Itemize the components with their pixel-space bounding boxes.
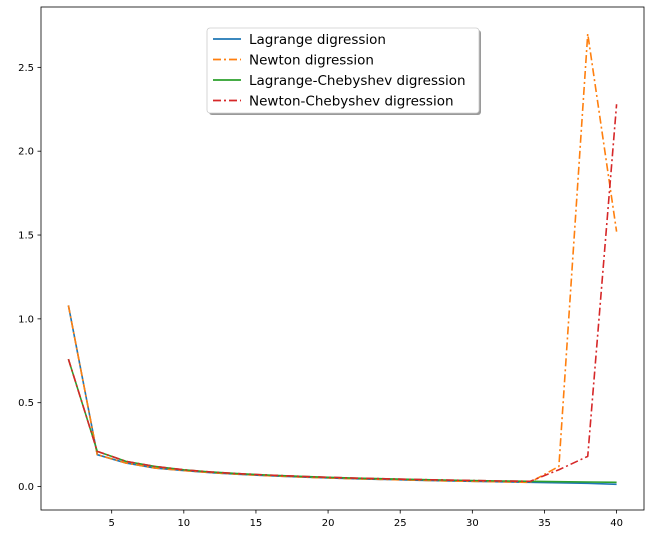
y-tick-label: 2.0 [18,147,34,158]
legend-label-3: Lagrange-Chebyshev digression [249,73,466,89]
x-tick-label: 30 [466,518,479,529]
x-tick-label: 40 [610,518,623,529]
y-axis: 0.0 0.5 1.0 1.5 2.0 2.5 [18,63,41,493]
x-tick-label: 25 [394,518,407,529]
legend-box [206,27,480,114]
y-tick-label: 0.5 [18,398,34,409]
x-tick-label: 10 [177,518,190,529]
legend-label-4: Newton-Chebyshev digression [249,94,454,110]
y-tick-label: 1.0 [18,314,34,325]
legend: Lagrange digression Newton digression Lagr… [206,27,481,115]
legend-label-2: Newton digression [249,53,374,69]
series-line-4 [67,104,618,483]
series-line-3 [67,358,617,484]
legend-label-1: Lagrange digression [249,32,386,48]
y-tick-label: 1.5 [18,231,34,242]
x-axis: 5 10 15 20 25 30 35 40 [108,510,623,529]
series-layer [67,33,618,486]
y-tick-label: 2.5 [18,63,34,74]
series-line-1 [67,305,617,486]
x-tick-label: 15 [250,518,263,529]
series-line-2 [67,33,618,484]
x-tick-label: 5 [108,518,114,529]
plot-frame [40,6,645,511]
x-tick-label: 35 [538,518,551,529]
y-tick-label: 0.0 [18,482,34,493]
x-tick-label: 20 [322,518,335,529]
